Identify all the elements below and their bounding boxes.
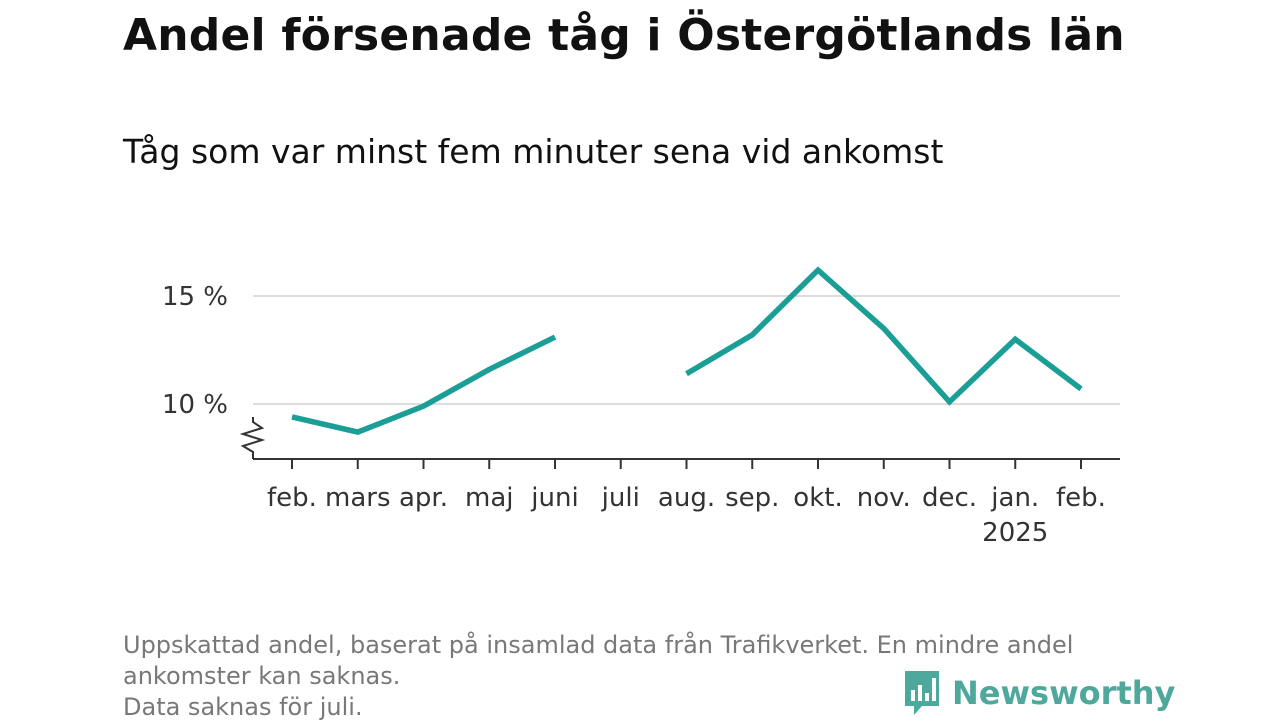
y-tick-label: 10 % (162, 390, 228, 420)
x-tick-label: feb. (1056, 483, 1106, 513)
x-tick-label: feb. (267, 483, 317, 513)
x-tick-label: nov. (857, 483, 911, 513)
series (291, 266, 1083, 435)
brand-name: Newsworthy (952, 674, 1176, 712)
zigzag-axis-break-icon (239, 417, 266, 459)
bar-chart-speech-bubble-icon (905, 671, 939, 715)
x-tick-label: juni (530, 483, 578, 513)
chart-title: Andel försenade tåg i Östergötlands län (123, 10, 1125, 61)
series-line (685, 266, 1083, 406)
axes (239, 417, 1120, 469)
x-tick-label: maj (465, 483, 513, 513)
x-tick-sublabel: 2025 (982, 518, 1048, 548)
footnote-line: ankomster kan saknas. (123, 662, 401, 690)
series-line (291, 334, 557, 435)
footnote: Uppskattad andel, baserat på insamlad da… (123, 630, 1073, 723)
x-tick-label: juli (601, 483, 640, 513)
tick-labels: 10 % 15 % feb. mars apr. maj juni juli aug. sep. o… (162, 282, 1106, 548)
y-tick-label: 15 % (162, 282, 228, 312)
gridlines (253, 295, 1120, 405)
footnote-line: Uppskattad andel, baserat på insamlad da… (123, 631, 1074, 659)
x-tick-label: dec. (922, 483, 977, 513)
x-tick-label: aug. (658, 483, 715, 513)
x-tick-label: sep. (725, 483, 779, 513)
x-tick-label: jan. (990, 483, 1039, 513)
x-tick-label: mars (325, 483, 391, 513)
chart-subtitle: Tåg som var minst fem minuter sena vid a… (123, 132, 944, 171)
x-tick-label: okt. (793, 483, 842, 513)
newsworthy-logo: Newsworthy (902, 668, 1175, 718)
x-tick-label: apr. (399, 483, 448, 513)
footnote-line: Data saknas för juli. (123, 693, 363, 721)
